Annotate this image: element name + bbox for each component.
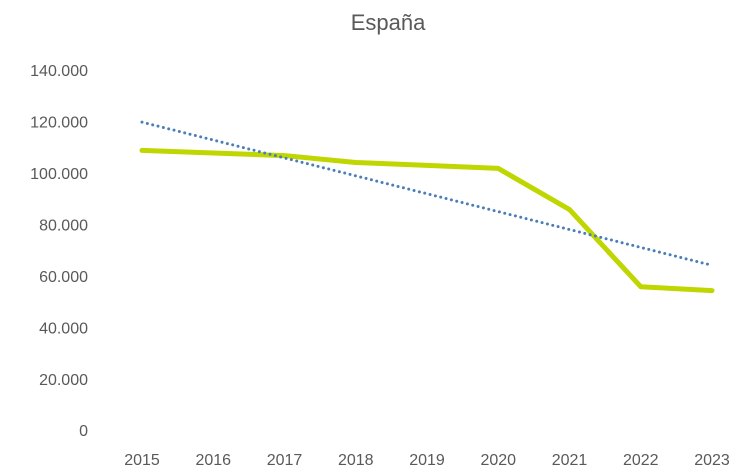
chart-title: España <box>351 10 426 35</box>
y-tick-label: 60.000 <box>39 269 88 286</box>
y-tick-label: 20.000 <box>39 372 88 389</box>
x-tick-label: 2022 <box>623 452 659 469</box>
y-tick-label: 120.000 <box>30 115 88 132</box>
x-tick-label: 2017 <box>267 452 303 469</box>
x-tick-label: 2019 <box>409 452 445 469</box>
y-tick-label: 140.000 <box>30 63 88 80</box>
x-tick-label: 2018 <box>338 452 374 469</box>
y-tick-label: 0 <box>79 423 88 440</box>
x-tick-label: 2023 <box>694 452 730 469</box>
y-tick-label: 80.000 <box>39 218 88 235</box>
x-tick-label: 2015 <box>124 452 160 469</box>
x-tick-label: 2016 <box>195 452 231 469</box>
series-line <box>139 147 715 294</box>
series-line <box>140 120 714 267</box>
x-tick-label: 2021 <box>552 452 588 469</box>
y-tick-label: 100.000 <box>30 166 88 183</box>
y-tick-label: 40.000 <box>39 320 88 337</box>
x-tick-label: 2020 <box>480 452 516 469</box>
